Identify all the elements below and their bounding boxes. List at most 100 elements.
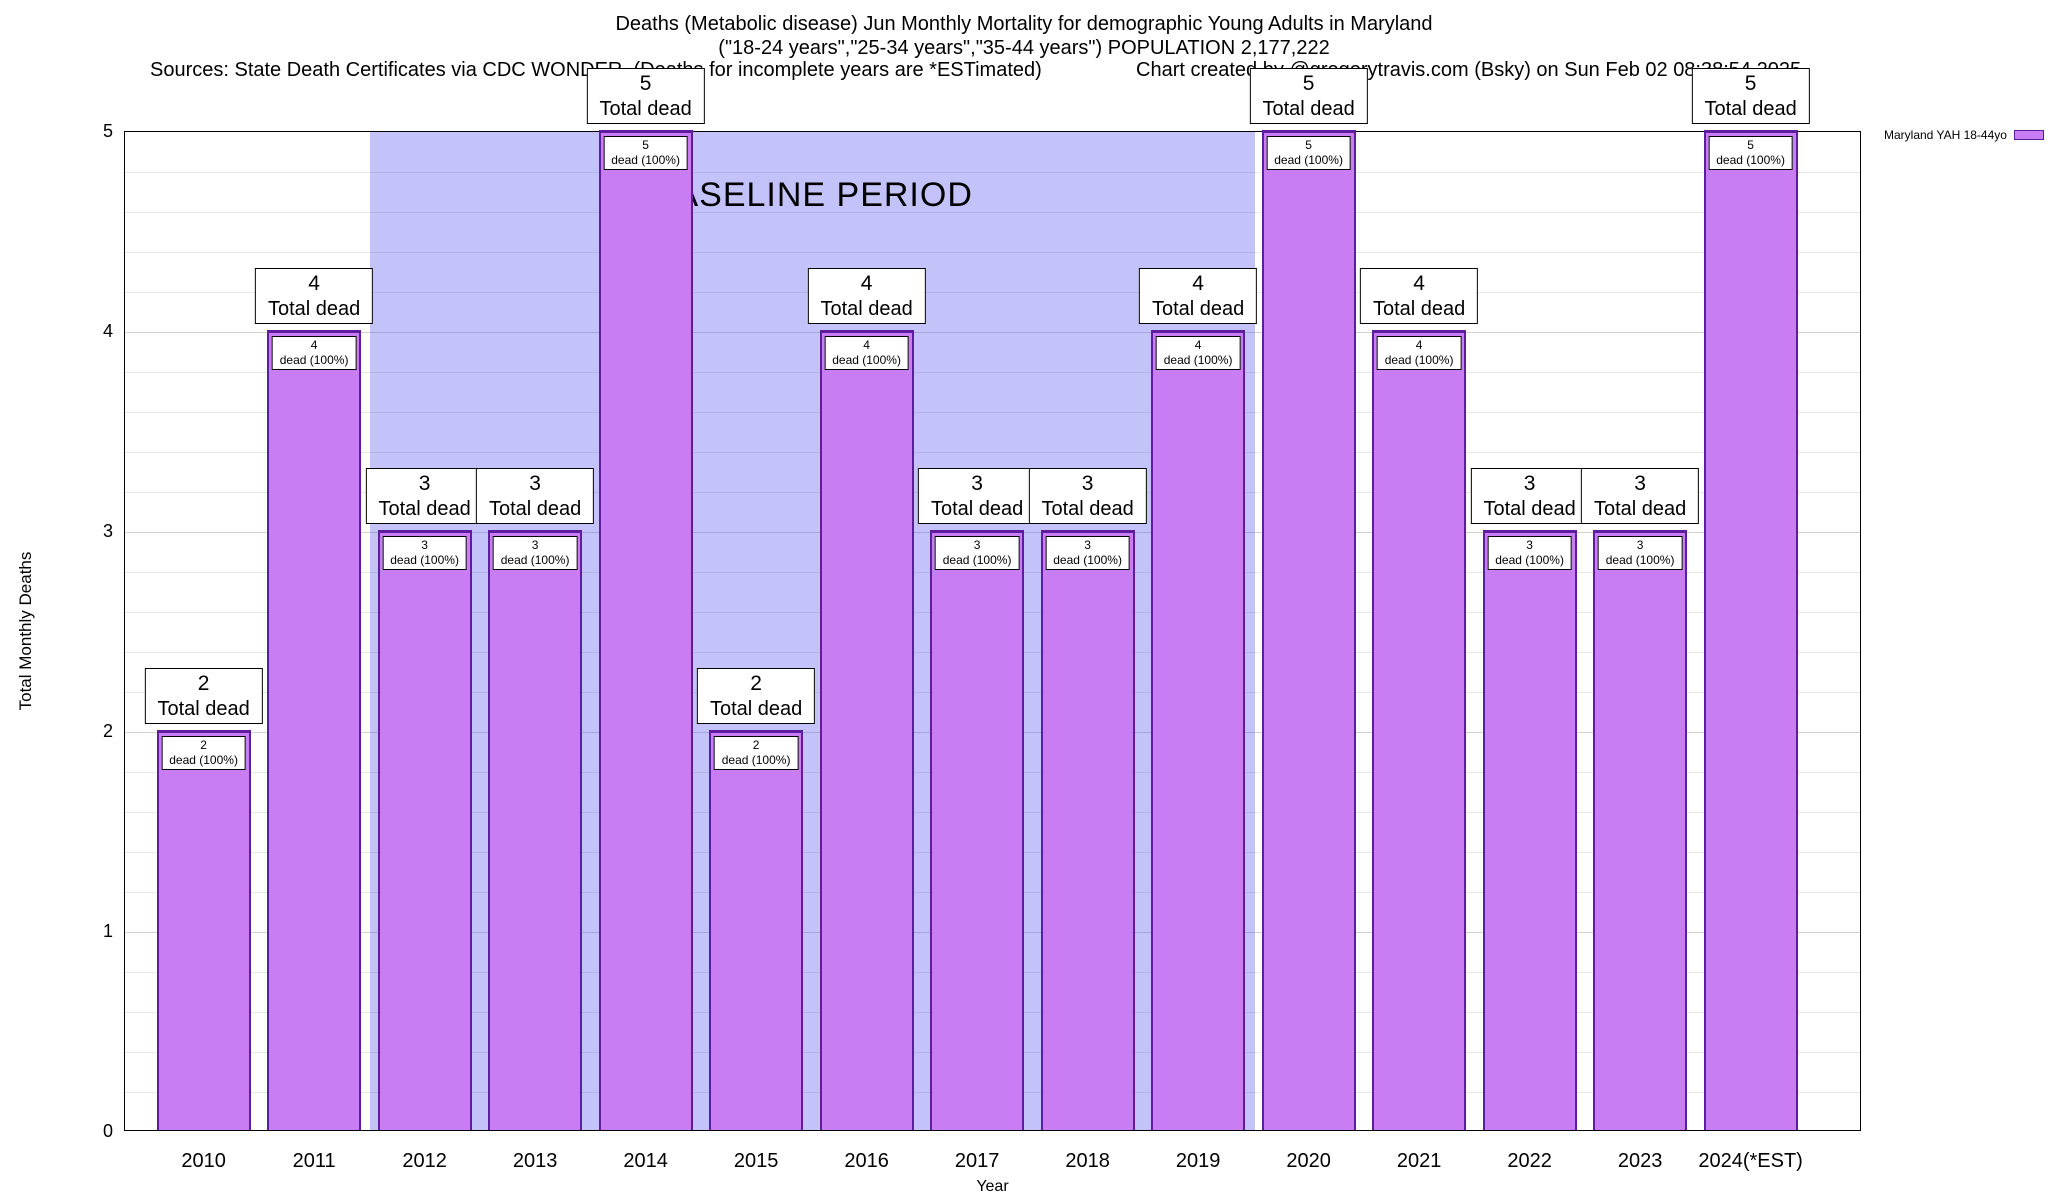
gridline-minor bbox=[125, 412, 1860, 413]
bar-2016 bbox=[819, 330, 914, 1130]
ytick-label: 2 bbox=[102, 721, 113, 741]
legend-swatch bbox=[2013, 130, 2044, 140]
bar-inner-text: dead (100%) bbox=[1053, 553, 1122, 567]
bar-2014 bbox=[598, 130, 693, 1130]
bar-total-label: 3 Total dead bbox=[365, 468, 484, 524]
bar-total-text: Total dead bbox=[488, 498, 582, 520]
bar-total-label: 3 Total dead bbox=[1028, 468, 1147, 524]
bar-total-label: 4 Total dead bbox=[1138, 268, 1258, 324]
ytick-label: 3 bbox=[102, 521, 113, 541]
bar-inner-label: 4 dead (100%) bbox=[824, 336, 909, 370]
bar-total-text: Total dead bbox=[1372, 298, 1466, 320]
bar-inner-value: 4 bbox=[863, 338, 870, 352]
bar-inner-text: dead (100%) bbox=[832, 353, 901, 367]
bar-inner-value: 5 bbox=[642, 138, 649, 152]
bar-inner-label: 5 dead (100%) bbox=[603, 136, 688, 170]
bar-total-label: 4 Total dead bbox=[1359, 268, 1479, 324]
bar-total-label: 4 Total dead bbox=[807, 268, 926, 324]
bar-total-text: Total dead bbox=[1704, 98, 1797, 120]
bar-total-text: Total dead bbox=[599, 98, 692, 120]
bar-inner-value: 4 bbox=[310, 338, 318, 352]
bar-inner-value: 5 bbox=[1747, 138, 1754, 152]
bar-total-text: Total dead bbox=[157, 698, 250, 720]
bar-inner-value: 4 bbox=[1194, 338, 1202, 352]
bar-total-value: 4 bbox=[860, 272, 873, 295]
bar-inner-text: dead (100%) bbox=[1163, 353, 1233, 367]
bar-inner-text: dead (100%) bbox=[721, 753, 791, 767]
bar-total-value: 3 bbox=[1523, 472, 1536, 495]
bar-total-text: Total dead bbox=[820, 298, 913, 320]
bar-inner-text: dead (100%) bbox=[1495, 553, 1564, 567]
xtick-label: 2019 bbox=[1175, 1150, 1221, 1172]
bar-inner-text: dead (100%) bbox=[1274, 153, 1343, 167]
legend-label: Maryland YAH 18-44yo bbox=[1884, 128, 2007, 142]
bar-2017 bbox=[930, 530, 1025, 1130]
plot-area: BASELINE PERIOD 2 Total dead 2 dead (100%) 20… bbox=[103, 68, 1861, 1172]
y-axis-title: Total Monthly Deaths bbox=[16, 551, 35, 711]
ytick-label: 5 bbox=[102, 121, 113, 141]
bar-total-text: Total dead bbox=[930, 498, 1024, 520]
bar-inner-value: 3 bbox=[973, 538, 981, 552]
bar-inner-text: dead (100%) bbox=[279, 353, 349, 367]
bar-inner-value: 3 bbox=[531, 538, 539, 552]
bar-inner-value: 3 bbox=[1526, 538, 1533, 552]
bar-inner-text: dead (100%) bbox=[169, 753, 238, 767]
gridline-major bbox=[125, 332, 1860, 333]
bar-total-label: 3 Total dead bbox=[1470, 468, 1589, 524]
bar-inner-text: dead (100%) bbox=[942, 553, 1012, 567]
gridline-minor bbox=[125, 372, 1860, 373]
bar-inner-text: dead (100%) bbox=[1605, 553, 1675, 567]
bar-inner-value: 5 bbox=[1305, 138, 1312, 152]
bar-inner-label: 3 dead (100%) bbox=[1045, 536, 1130, 570]
bar-2023 bbox=[1593, 530, 1688, 1130]
bar-inner-label: 4 dead (100%) bbox=[1155, 336, 1241, 370]
bar-total-value: 3 bbox=[1634, 472, 1646, 495]
bar-total-text: Total dead bbox=[378, 498, 471, 520]
bar-inner-label: 3 dead (100%) bbox=[1597, 536, 1683, 570]
xtick-label: 2014 bbox=[623, 1150, 668, 1172]
bar-2015 bbox=[709, 730, 804, 1130]
bar-total-label: 3 Total dead bbox=[475, 468, 595, 524]
bar-total-value: 3 bbox=[971, 472, 983, 495]
gridline-minor bbox=[125, 452, 1860, 453]
bar-inner-label: 3 dead (100%) bbox=[1487, 536, 1572, 570]
bar-inner-label: 5 dead (100%) bbox=[1708, 136, 1793, 170]
xtick-label: 2015 bbox=[733, 1150, 779, 1172]
bar-total-label: 3 Total dead bbox=[1580, 468, 1700, 524]
ytick-label: 0 bbox=[102, 1121, 113, 1141]
bar-2022 bbox=[1482, 530, 1577, 1130]
bar-2018 bbox=[1040, 530, 1135, 1130]
bar-inner-text: dead (100%) bbox=[1384, 353, 1454, 367]
bar-2021 bbox=[1372, 330, 1467, 1130]
bar-total-text: Total dead bbox=[1151, 298, 1245, 320]
bar-total-value: 2 bbox=[197, 672, 210, 695]
gridline-minor bbox=[125, 292, 1860, 293]
bar-total-label: 5 Total dead bbox=[586, 68, 705, 124]
bar-inner-label: 2 dead (100%) bbox=[713, 736, 799, 770]
bar-inner-value: 4 bbox=[1415, 338, 1423, 352]
chart-title-line2: ("18-24 years","25-34 years","35-44 year… bbox=[718, 37, 1330, 59]
bar-2012 bbox=[377, 530, 472, 1130]
bar-2019 bbox=[1151, 330, 1246, 1130]
bar-total-text: Total dead bbox=[709, 698, 803, 720]
ytick-label: 4 bbox=[102, 321, 113, 341]
gridline-minor bbox=[125, 252, 1860, 253]
xtick-label: 2020 bbox=[1286, 1150, 1331, 1172]
bar-total-label: 3 Total dead bbox=[917, 468, 1037, 524]
bar-inner-label: 5 dead (100%) bbox=[1266, 136, 1351, 170]
bar-total-value: 5 bbox=[1302, 72, 1315, 95]
x-axis-title: Year bbox=[976, 1178, 1009, 1195]
bar-2010 bbox=[156, 730, 251, 1130]
chart-title-line1: Deaths (Metabolic disease) Jun Monthly M… bbox=[615, 13, 1433, 35]
bar-total-value: 2 bbox=[750, 672, 762, 695]
baseline-period-label: BASELINE PERIOD bbox=[651, 176, 973, 214]
bar-total-value: 5 bbox=[639, 72, 652, 95]
bar-inner-value: 3 bbox=[1636, 538, 1644, 552]
bar-total-value: 4 bbox=[1413, 272, 1425, 295]
bar-total-value: 5 bbox=[1744, 72, 1757, 95]
legend: Maryland YAH 18-44yo bbox=[1884, 128, 2044, 142]
xtick-label: 2018 bbox=[1065, 1150, 1110, 1172]
xtick-label: 2022 bbox=[1507, 1150, 1552, 1172]
ytick-label: 1 bbox=[102, 921, 113, 941]
